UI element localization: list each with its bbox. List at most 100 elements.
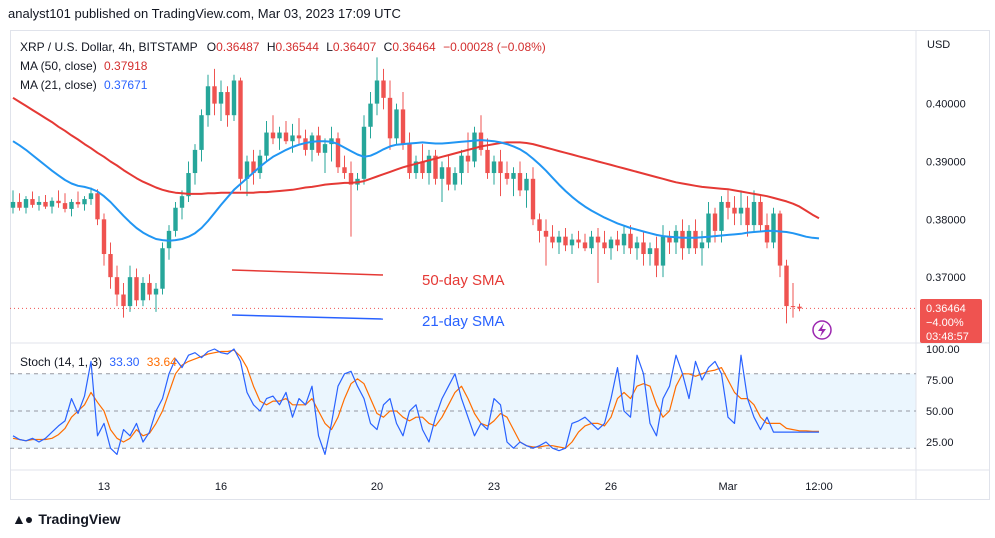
candle-body [426,155,432,174]
candle-body [738,207,744,214]
candle-body [348,173,354,185]
candle-body [212,86,217,104]
symbol-label[interactable]: XRP / U.S. Dollar, 4h, BITSTAMP [20,40,198,54]
candle-body [36,201,42,205]
ma50-line [12,96,820,220]
brand-label: TradingView [38,511,121,527]
last-price-change: −4.00% [926,317,964,329]
stoch-lines [10,348,916,455]
candle-body [465,155,471,162]
candle-body [771,213,776,243]
candle-body [290,135,295,142]
candle-body [615,239,620,246]
ma50-row[interactable]: MA (50, close) 0.37918 [20,59,148,73]
candle-body [95,193,100,220]
time-tick-label: 12:00 [805,481,833,493]
candle-body [764,225,770,243]
ma21-row[interactable]: MA (21, close) 0.37671 [20,78,148,92]
candle-body [166,230,172,249]
candle-body [459,155,464,174]
sma21-annotation-line [231,314,384,320]
candle-body [699,242,705,249]
stoch-d-value: 33.64 [146,355,177,369]
close-value: 0.36464 [392,40,436,54]
candle-body [452,173,458,185]
candle-body [569,239,575,246]
last-price-badge [920,299,982,343]
candle-body [296,135,302,139]
candle-body [179,196,185,208]
candle-body [472,132,477,162]
sma50-annotation-label: 50-day SMA [422,272,505,289]
tradingview-footer[interactable]: ▲● TradingView [12,511,121,527]
candle-body [43,201,48,207]
candle-body [368,103,373,127]
candle-body [647,248,653,255]
candle-body [745,207,750,226]
stoch-k-value: 33.30 [109,355,140,369]
candle-body [394,109,399,139]
candle-body [654,248,659,266]
candle-body [706,213,711,243]
time-tick-label: Mar [719,481,738,493]
candle-body [413,161,419,174]
candle-body [797,306,802,309]
candle-body [777,213,783,266]
moving-averages [12,96,820,242]
price-tick-label: 0.40000 [926,99,966,111]
candle-body [342,167,347,174]
stoch-k-line [12,348,819,455]
time-tick-label: 20 [371,481,383,493]
candle-body [641,242,646,255]
candle-body [270,132,276,139]
candle-body [439,167,445,179]
candle-body [199,115,204,150]
candle-body [563,236,568,246]
candle-body [576,239,581,243]
candle-body [374,80,380,104]
candle-body [602,242,607,249]
candle-body [49,200,55,207]
candle-body [17,201,22,208]
candle-body [381,80,386,98]
candle-body [316,135,321,153]
candle-body [277,132,282,139]
high-value: 0.36544 [275,40,319,54]
candle-body [173,207,178,231]
price-ticks: 0.40000 0.39000 0.38000 0.37000 [926,99,966,285]
low-value: 0.36407 [332,40,377,54]
candle-body [433,155,438,179]
stoch-tick-label: 75.00 [926,375,954,387]
candle-body [134,277,139,301]
candle-body [608,239,614,249]
chart-legend: XRP / U.S. Dollar, 4h, BITSTAMP O0.36487… [20,38,546,95]
candle-body [543,230,549,237]
candle-body [335,138,341,168]
candle-body [634,242,640,249]
candle-body [693,230,698,249]
candle-body [257,155,263,174]
candle-body [407,144,412,174]
candle-body [790,306,796,308]
candle-body [751,201,757,226]
candle-body [264,132,269,156]
candle-body [400,109,406,145]
currency-label: USD [927,39,950,51]
candles [10,57,802,324]
stoch-tick-label: 100.00 [926,344,960,356]
candle-body [758,201,763,226]
stoch-legend[interactable]: Stoch (14, 1, 3) 33.30 33.64 [20,355,177,369]
candle-body [582,242,588,249]
news-flash-icon[interactable] [812,320,832,340]
time-tick-label: 23 [488,481,500,493]
candle-body [511,173,516,179]
tradingview-logo-icon: ▲● [12,511,33,527]
sma50-annotation-line [231,269,384,276]
candle-body [420,161,425,174]
ma21-line [12,139,820,242]
candle-body [361,126,367,179]
change-value: −0.00028 (−0.08%) [443,40,546,54]
candle-body [192,149,198,174]
candle-body [667,236,672,243]
